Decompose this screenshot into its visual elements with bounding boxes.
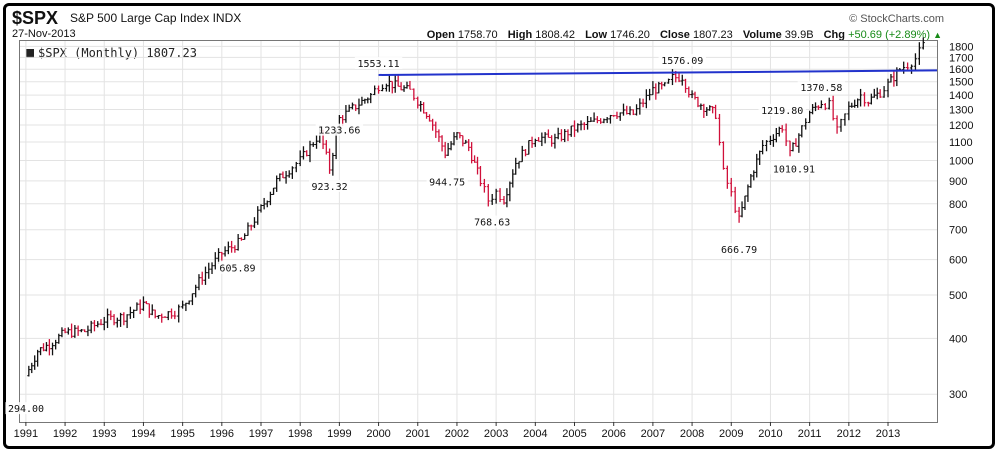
x-tick-label: 1995 <box>170 428 194 440</box>
annotation-bg <box>5 402 47 415</box>
brand-logo[interactable]: © StockCharts.com <box>849 13 944 25</box>
y-tick-label: 300 <box>949 389 967 401</box>
chg-value: +50.69 (+2.89%) <box>848 29 931 41</box>
annotation-label: 1219.80 <box>761 106 803 117</box>
annotation-label: 666.79 <box>721 245 757 256</box>
x-tick-label: 2002 <box>445 428 469 440</box>
annotations: 294.00 605.89 923.32 1233.66 1553.11 944.75 76… <box>5 54 846 415</box>
close-label: Close <box>659 29 690 41</box>
y-tick-label: 1000 <box>949 155 973 167</box>
x-tick-label: 2001 <box>406 428 430 440</box>
y-tick-label: 400 <box>949 333 967 345</box>
annotation-label: 605.89 <box>219 264 255 275</box>
annotation-bg <box>315 123 364 136</box>
legend-label: $SPX (Monthly) 1807.23 <box>38 46 197 60</box>
x-tick-label: 1994 <box>131 428 155 440</box>
annotation-bg <box>354 56 403 69</box>
x-tick-label: 2013 <box>876 428 900 440</box>
chg-label: Chg <box>823 29 845 41</box>
y-tick-label: 1600 <box>949 64 973 76</box>
x-tick-label: 2012 <box>837 428 861 440</box>
x-tick-label: 1999 <box>327 428 351 440</box>
resistance-trendline <box>378 69 938 76</box>
x-tick-label: 2008 <box>680 428 704 440</box>
y-tick-label: 500 <box>949 290 967 302</box>
chart-date: 27-Nov-2013 <box>12 28 76 40</box>
y-tick-label: 700 <box>949 225 967 237</box>
y-tick-label: 600 <box>949 255 967 267</box>
close-value: 1807.23 <box>692 29 733 41</box>
x-tick-label: 1993 <box>92 428 116 440</box>
annotation-label: 1233.66 <box>318 126 360 137</box>
volume-value: 39.9B <box>784 29 814 41</box>
x-tick-label: 1997 <box>249 428 273 440</box>
x-tick-label: 1996 <box>210 428 234 440</box>
annotation-label: 1576.09 <box>661 56 703 67</box>
low-label: Low <box>585 29 608 41</box>
y-tick-label: 1400 <box>949 90 973 102</box>
annotation-bg <box>471 215 513 228</box>
index-name: S&P 500 Large Cap Index INDX <box>70 11 241 25</box>
chart-legend: $SPX (Monthly) 1807.23 <box>26 46 197 60</box>
x-tick-label: 2011 <box>798 428 822 440</box>
quote-bar: Open 1758.70 High 1808.42 Low 1746.20 Cl… <box>427 29 942 41</box>
plot-area <box>19 40 938 423</box>
annotation-label: 1553.11 <box>357 59 399 70</box>
ticker-symbol: $SPX <box>12 8 59 28</box>
open-value: 1758.70 <box>457 29 498 41</box>
y-tick-label: 900 <box>949 176 967 188</box>
annotation-label: 1370.58 <box>800 83 842 94</box>
price-bars <box>27 37 925 377</box>
y-tick-label: 1300 <box>949 105 973 117</box>
annotation-bg <box>718 243 760 256</box>
annotation-label: 944.75 <box>429 177 465 188</box>
y-tick-label: 1200 <box>949 120 973 132</box>
y-tick-label: 1700 <box>949 52 973 64</box>
y-tick-label: 1500 <box>949 77 973 89</box>
annotation-label: 768.63 <box>474 218 510 229</box>
x-tick-label: 2006 <box>601 428 625 440</box>
open-label: Open <box>426 29 455 41</box>
annotation-bg <box>658 54 706 67</box>
x-tick-label: 2004 <box>523 428 547 440</box>
annotation-label: 923.32 <box>312 182 348 193</box>
annotation-label: 294.00 <box>8 404 44 415</box>
annotation-label: 1010.91 <box>773 164 815 175</box>
volume-label: Volume <box>742 29 782 41</box>
index-title: S&P 500 Large Cap Index <box>70 11 210 25</box>
x-tick-label: 2009 <box>719 428 743 440</box>
y-axis: 300 400 500 600 700 800 900 1000 1100 1200 1300 140… <box>949 41 973 401</box>
high-label: High <box>507 29 533 41</box>
x-tick-label: 2005 <box>562 428 586 440</box>
y-tick-label: 1800 <box>949 41 973 53</box>
annotation-bg <box>216 261 259 274</box>
annotation-bg <box>308 179 351 192</box>
grid-lines <box>20 41 937 422</box>
x-tick-label: 2003 <box>484 428 508 440</box>
up-triangle-icon: ▲ <box>933 30 942 40</box>
x-tick-label: 2007 <box>641 428 665 440</box>
x-tick-label: 2010 <box>758 428 782 440</box>
x-tick-label: 1998 <box>288 428 312 440</box>
high-value: 1808.42 <box>535 29 575 41</box>
low-value: 1746.20 <box>610 29 650 41</box>
x-tick-label: 1992 <box>53 428 77 440</box>
x-axis: 1991 1992 1993 1994 1995 1996 1997 1998 1999 2000… <box>14 422 900 440</box>
y-tick-label: 800 <box>949 199 967 211</box>
annotation-bg <box>426 175 468 188</box>
y-tick-label: 1100 <box>949 137 973 149</box>
x-tick-label: 2000 <box>366 428 390 440</box>
chart-header: $SPX S&P 500 Large Cap Index INDX 27-Nov… <box>0 0 1000 60</box>
x-tick-label: 1991 <box>14 428 38 440</box>
trendline-group <box>378 69 938 76</box>
annotation-bg <box>797 81 846 94</box>
exchange-code: INDX <box>212 11 242 25</box>
legend-swatch-icon <box>26 49 34 58</box>
annotation-bg <box>770 162 818 175</box>
annotation-bg <box>758 103 806 116</box>
